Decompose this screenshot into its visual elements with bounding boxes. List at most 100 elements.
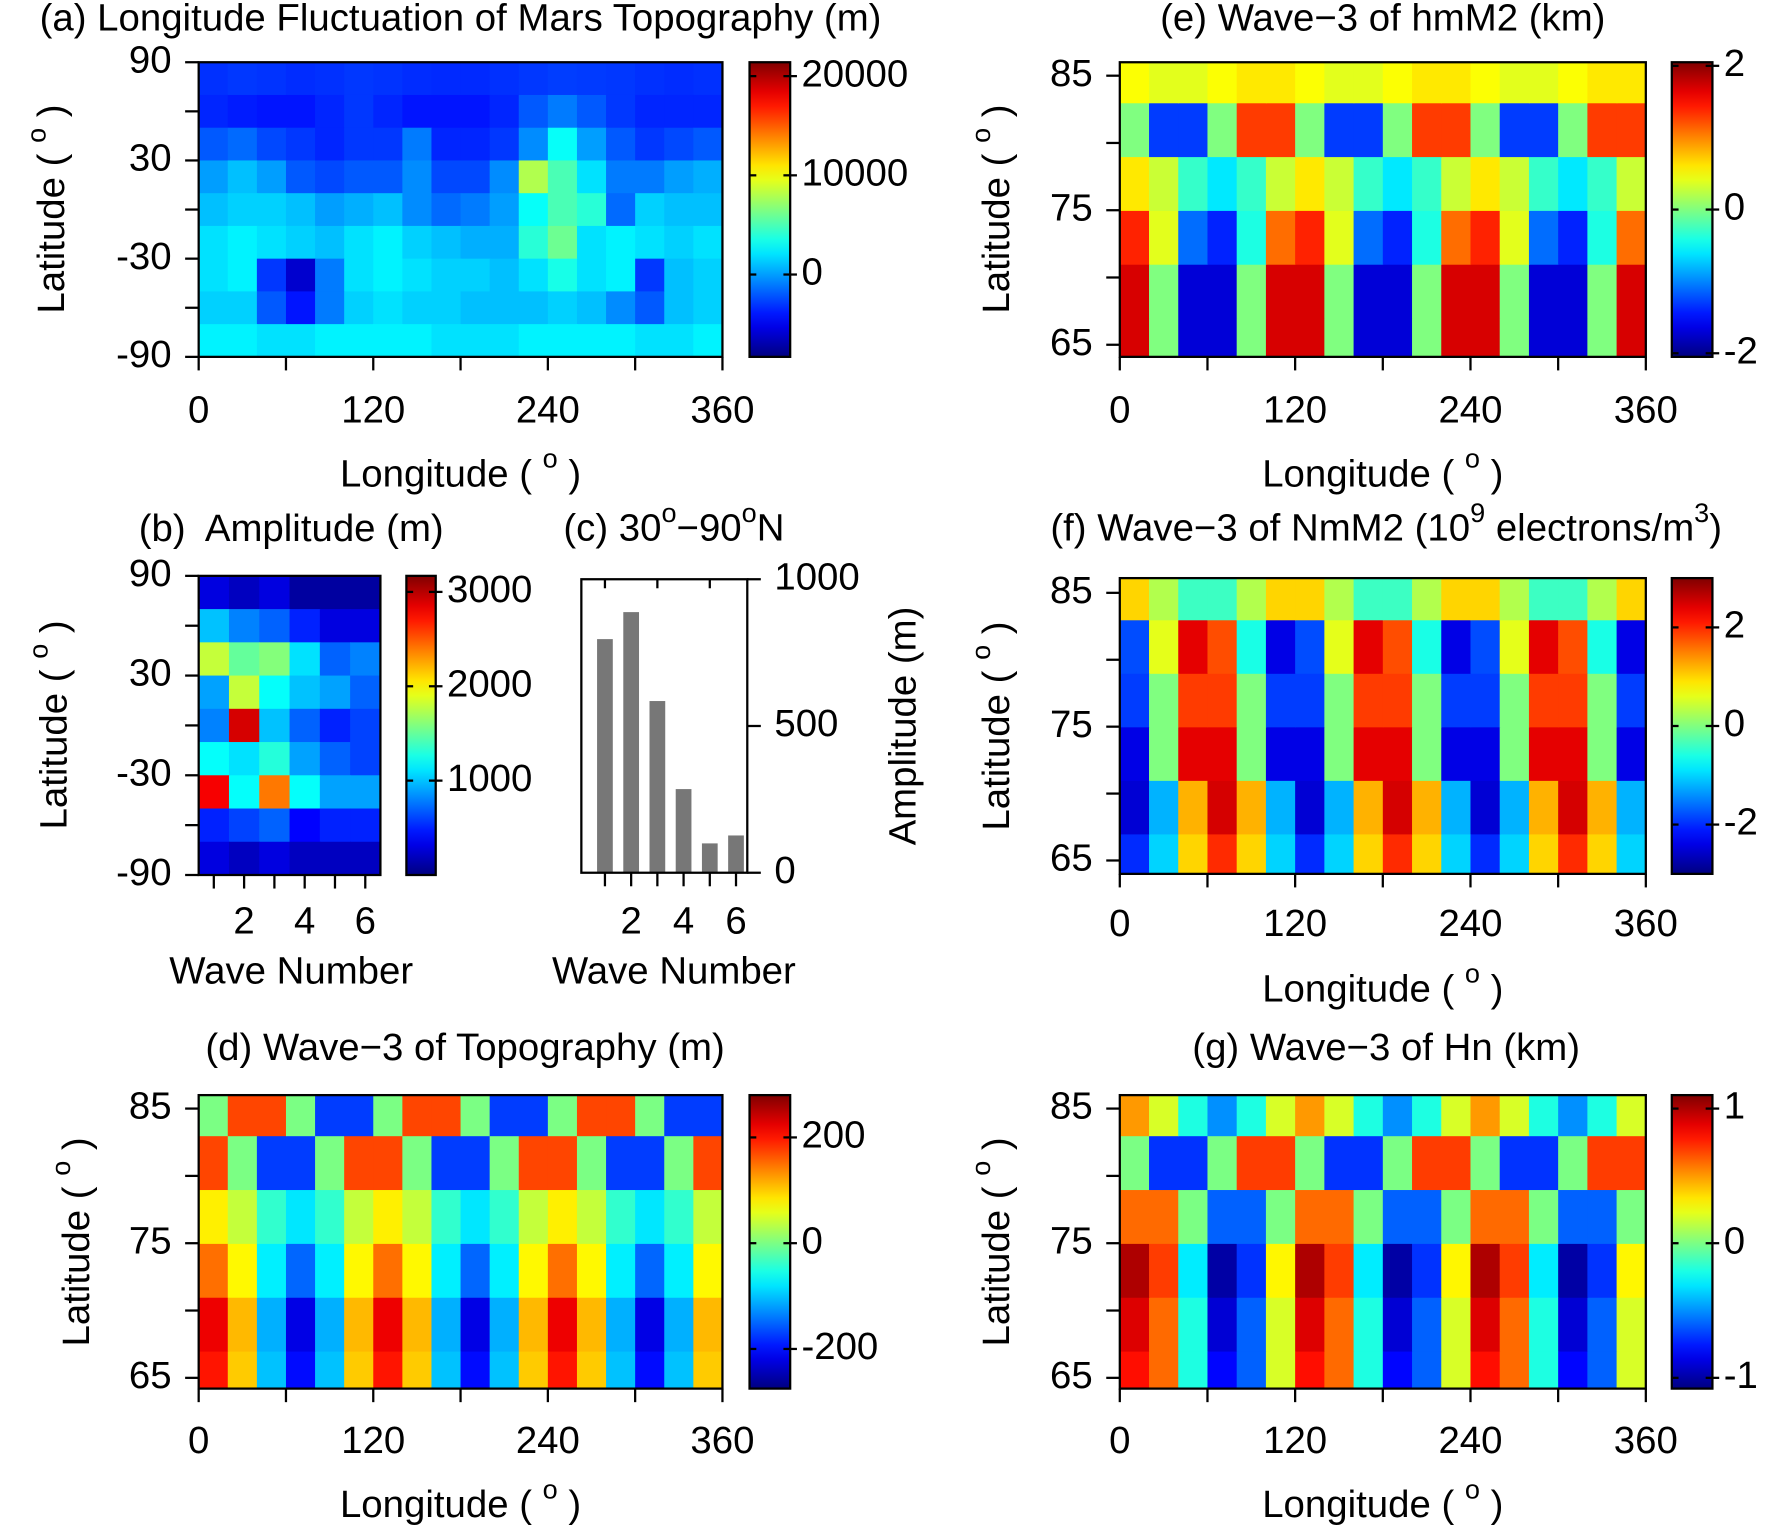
colorbar-tick-label: -2 (1724, 801, 1758, 844)
cell (285, 160, 316, 194)
cell (285, 1297, 316, 1352)
cell (431, 193, 462, 227)
y-axis-label-part: o (965, 128, 996, 143)
cell (1178, 1189, 1209, 1244)
cell (228, 841, 260, 875)
cell (1119, 578, 1150, 621)
cell (693, 1135, 723, 1191)
y-tick-label: -30 (116, 751, 171, 794)
cell (315, 1135, 345, 1191)
x-axis-label: Longitude ( o ) (340, 1473, 581, 1526)
cell (198, 324, 229, 357)
cell (1207, 1095, 1238, 1137)
cell (344, 1095, 374, 1137)
cell (1207, 1189, 1238, 1244)
cell (1178, 1350, 1209, 1389)
cell (1412, 1095, 1442, 1137)
cell (1324, 102, 1355, 158)
y-tick-label: 75 (1050, 703, 1093, 746)
cell (285, 1350, 316, 1389)
x-tick-label: 120 (341, 388, 405, 431)
y-axis-label: Latitude ( o ) (965, 621, 1018, 830)
cell (1119, 673, 1150, 728)
cell (289, 642, 321, 677)
cell (1499, 102, 1530, 158)
y-tick-label: 85 (1050, 1085, 1093, 1128)
bar (597, 639, 613, 873)
cell (350, 775, 381, 810)
colorbar-tick-label: 2000 (447, 662, 532, 705)
x-tick-label: 360 (1614, 1419, 1678, 1462)
cell (1265, 1135, 1296, 1191)
cell (1236, 780, 1267, 835)
plot-area (1119, 578, 1646, 874)
colorbar (405, 574, 437, 877)
cell (1587, 1189, 1618, 1244)
cell (664, 1350, 695, 1389)
cell (1499, 1189, 1530, 1244)
colorbar-tick-label: 1 (1724, 1085, 1745, 1128)
cell (547, 258, 578, 293)
cell (1324, 780, 1355, 835)
y-axis-label-part: o (21, 128, 52, 143)
cell (1412, 102, 1442, 158)
cell (606, 94, 636, 129)
cell (373, 160, 404, 194)
y-tick-label: 75 (1050, 1219, 1093, 1262)
cell (1587, 102, 1618, 158)
y-axis-label-part: o (965, 1161, 996, 1176)
cell (1441, 833, 1472, 874)
cell (576, 324, 607, 357)
cell (547, 94, 578, 129)
cell (489, 1135, 520, 1191)
cell (373, 291, 404, 325)
cell (373, 258, 404, 293)
y-axis-label-part: o (965, 645, 996, 660)
y-axis-label-part: ) (30, 104, 73, 127)
y-tick-label: 30 (129, 652, 172, 695)
cell (1441, 1350, 1472, 1389)
cell (198, 1135, 229, 1191)
cell (1236, 673, 1267, 728)
cell (1265, 619, 1296, 674)
x-tick-label: 6 (355, 900, 376, 943)
cell (1470, 102, 1501, 158)
cell (1382, 1297, 1413, 1352)
cell (1499, 156, 1530, 211)
cell (1178, 1135, 1209, 1191)
cell (460, 324, 491, 357)
cell (198, 62, 229, 96)
cell (198, 1297, 229, 1352)
cell (693, 1243, 723, 1298)
cell (227, 225, 258, 260)
cell (1353, 1095, 1384, 1137)
cell (319, 609, 351, 644)
cell (1558, 673, 1589, 728)
colorbar-tick-label: -1 (1724, 1354, 1758, 1397)
cell (518, 324, 549, 357)
cell (1149, 1095, 1179, 1137)
cell (1499, 1350, 1530, 1389)
cell (1558, 780, 1589, 835)
cell (518, 225, 549, 260)
cell (256, 127, 287, 162)
cell (1353, 578, 1384, 621)
cell (1324, 1095, 1355, 1137)
cell (1382, 578, 1413, 621)
cell (1265, 210, 1296, 265)
cell (1616, 210, 1646, 265)
cell (664, 94, 695, 129)
cell (1616, 1297, 1646, 1352)
cell (256, 1350, 287, 1389)
cell (606, 1135, 636, 1191)
cell (402, 1095, 433, 1137)
cell (1265, 578, 1296, 621)
cell (1441, 1297, 1472, 1352)
cell (1528, 780, 1559, 835)
cell (285, 62, 316, 96)
cell (344, 1135, 374, 1191)
cell (635, 1095, 665, 1137)
cell (1324, 1297, 1355, 1352)
cell (1149, 156, 1179, 211)
panel-title: (c) 30o−90oN (563, 497, 784, 550)
